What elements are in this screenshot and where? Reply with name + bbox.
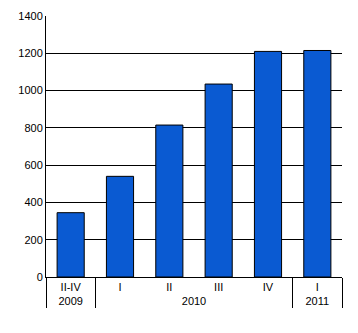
svg-text:III: III <box>214 281 223 293</box>
svg-text:2010: 2010 <box>182 295 206 307</box>
svg-text:I: I <box>118 281 121 293</box>
svg-text:200: 200 <box>24 234 42 246</box>
svg-text:II: II <box>166 281 172 293</box>
svg-text:II-IV: II-IV <box>61 281 82 293</box>
svg-text:IV: IV <box>263 281 274 293</box>
svg-text:I: I <box>316 281 319 293</box>
svg-text:2011: 2011 <box>306 295 330 307</box>
svg-text:1400: 1400 <box>18 10 42 22</box>
svg-text:0: 0 <box>37 271 43 283</box>
svg-text:2009: 2009 <box>58 295 82 307</box>
svg-text:600: 600 <box>24 159 42 171</box>
svg-text:800: 800 <box>24 122 42 134</box>
svg-text:1200: 1200 <box>18 47 42 59</box>
svg-text:400: 400 <box>24 196 42 208</box>
svg-text:1000: 1000 <box>18 84 42 96</box>
